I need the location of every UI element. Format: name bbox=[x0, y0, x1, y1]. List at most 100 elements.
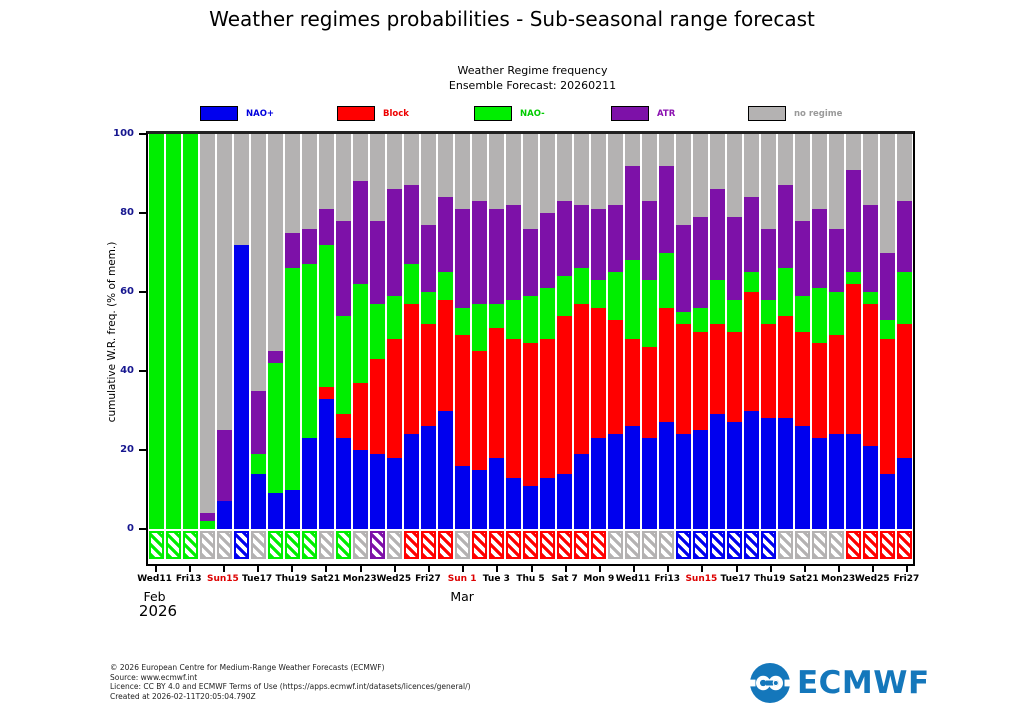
bar-segment-nao- bbox=[591, 280, 606, 308]
dominant-regime-marker bbox=[149, 531, 164, 559]
bar-segment-no-regime bbox=[506, 134, 521, 206]
dominant-regime-marker bbox=[829, 531, 844, 559]
bar-segment-atr bbox=[608, 205, 623, 273]
x-month-label: Feb bbox=[143, 589, 166, 604]
dominant-regime-marker bbox=[472, 531, 487, 559]
dominant-regime-marker bbox=[659, 531, 674, 559]
bar-segment-nao- bbox=[234, 244, 249, 529]
stacked-bar bbox=[523, 134, 538, 529]
bar-segment-atr bbox=[540, 213, 555, 289]
stacked-bar bbox=[200, 134, 215, 529]
plot-area bbox=[146, 131, 915, 566]
ecmwf-logo-text: ECMWF bbox=[797, 665, 930, 701]
x-tick-label: Fri13 bbox=[175, 574, 202, 584]
bar-segment-block bbox=[353, 382, 368, 450]
legend-swatch bbox=[474, 106, 512, 121]
y-tick-label: 0 bbox=[127, 523, 134, 534]
legend-swatch bbox=[611, 106, 649, 121]
bar-segment-no-regime bbox=[540, 134, 555, 213]
bar-segment-no-regime bbox=[387, 134, 402, 190]
dominant-regime-marker bbox=[166, 531, 181, 559]
bar-segment-no-regime bbox=[846, 134, 861, 170]
x-tick-label: Fri27 bbox=[415, 574, 441, 584]
bar-segment-nao- bbox=[523, 485, 538, 529]
dominant-regime-marker bbox=[642, 531, 657, 559]
bar-segment-nao- bbox=[472, 469, 487, 529]
bar-segment-atr bbox=[251, 390, 266, 454]
bar-segment-nao- bbox=[676, 434, 691, 529]
x-tick-mark bbox=[257, 566, 260, 572]
bar-segment-atr bbox=[217, 430, 232, 502]
x-tick-mark bbox=[838, 566, 841, 572]
bar-segment-atr bbox=[897, 201, 912, 273]
bar-segment-block bbox=[523, 343, 538, 486]
x-tick-label: Tue17 bbox=[720, 574, 751, 584]
bar-segment-atr bbox=[302, 228, 317, 265]
bar-segment-no-regime bbox=[438, 134, 453, 198]
bar-segment-atr bbox=[676, 224, 691, 312]
bar-segment-atr bbox=[472, 201, 487, 304]
ecmwf-logo: ECMWF bbox=[750, 663, 930, 703]
dominant-regime-marker bbox=[387, 531, 402, 559]
x-tick-label: Tue 3 bbox=[482, 574, 510, 584]
bar-segment-block bbox=[438, 299, 453, 411]
x-tick-mark bbox=[769, 566, 772, 572]
bar-segment-block bbox=[319, 386, 334, 399]
bar-segment-atr bbox=[880, 252, 895, 320]
bar-segment-nao- bbox=[404, 434, 419, 529]
stacked-bar bbox=[506, 134, 521, 529]
bar-segment-block bbox=[863, 303, 878, 447]
bar-segment-block bbox=[404, 303, 419, 435]
bar-segment-nao- bbox=[557, 276, 572, 316]
bar-segment-block bbox=[336, 414, 351, 439]
bar-segment-atr bbox=[642, 201, 657, 281]
stacked-bar bbox=[251, 134, 266, 529]
stacked-bar bbox=[421, 134, 436, 529]
y-tick-mark bbox=[139, 449, 146, 451]
chart-title: Weather Regime frequency bbox=[457, 64, 608, 77]
x-tick-label: Thu19 bbox=[275, 574, 307, 584]
x-tick-mark bbox=[325, 566, 328, 572]
bar-segment-nao- bbox=[574, 268, 589, 304]
x-tick-label: Sun15 bbox=[206, 574, 239, 584]
y-tick-label: 20 bbox=[120, 444, 134, 455]
bar-segment-no-regime bbox=[268, 134, 283, 352]
bar-segment-nao- bbox=[183, 134, 198, 529]
bar-segment-no-regime bbox=[642, 134, 657, 202]
bar-segment-nao- bbox=[540, 288, 555, 340]
x-tick-mark bbox=[393, 566, 396, 572]
x-tick-mark bbox=[598, 566, 601, 572]
bar-segment-no-regime bbox=[455, 134, 470, 210]
bar-segment-block bbox=[455, 335, 470, 466]
bar-segment-nao- bbox=[302, 438, 317, 529]
bar-segment-nao- bbox=[727, 422, 742, 529]
stacked-bar bbox=[761, 134, 776, 529]
dominant-regime-marker bbox=[795, 531, 810, 559]
x-tick-mark bbox=[530, 566, 533, 572]
bar-segment-nao- bbox=[217, 501, 232, 529]
y-axis: 0 20 40 60 80 100 bbox=[90, 128, 146, 534]
bar-segment-nao- bbox=[846, 272, 861, 285]
bar-segment-nao- bbox=[319, 244, 334, 387]
stacked-bar bbox=[591, 134, 606, 529]
bar-segment-block bbox=[625, 339, 640, 427]
bar-segment-nao- bbox=[268, 363, 283, 494]
dominant-regime-marker bbox=[557, 531, 572, 559]
bar-segment-block bbox=[880, 339, 895, 474]
stacked-bar bbox=[455, 134, 470, 529]
stacked-bar bbox=[217, 134, 232, 529]
x-tick-mark bbox=[359, 566, 362, 572]
bar-segment-atr bbox=[455, 209, 470, 308]
bar-segment-nao- bbox=[421, 426, 436, 529]
chart-subtitle-forecast-date: Ensemble Forecast: 20260211 bbox=[448, 79, 617, 92]
bar-segment-nao- bbox=[863, 446, 878, 529]
dominant-regime-marker bbox=[744, 531, 759, 559]
bar-segment-no-regime bbox=[795, 134, 810, 221]
stacked-bar bbox=[693, 134, 708, 529]
stacked-bar bbox=[574, 134, 589, 529]
x-tick-mark bbox=[701, 566, 704, 572]
legend-swatch bbox=[200, 106, 238, 121]
bar-segment-nao- bbox=[489, 303, 504, 328]
stacked-bar bbox=[829, 134, 844, 529]
bar-segment-nao- bbox=[574, 453, 589, 529]
